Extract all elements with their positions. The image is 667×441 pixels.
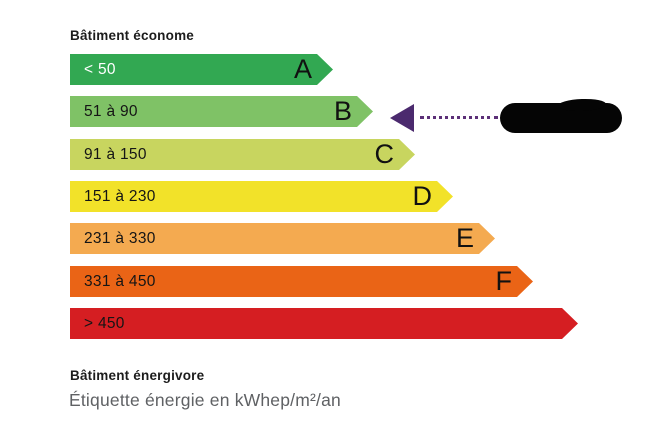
redacted-value-blob <box>500 103 622 133</box>
marker-dotted-line <box>420 116 498 119</box>
energy-class-bar-b: 51 à 90 B <box>70 96 373 127</box>
energy-class-bar-f: 331 à 450 F <box>70 266 533 297</box>
energy-class-bar-d: 151 à 230 D <box>70 181 453 212</box>
selected-class-marker-triangle-icon <box>390 104 414 132</box>
energy-class-letter: D <box>412 180 432 211</box>
energy-class-bar-a: < 50 A <box>70 54 333 85</box>
energy-class-bar-g: > 450 <box>70 308 578 339</box>
energy-range-label: 91 à 150 <box>84 145 147 163</box>
energy-class-letter: E <box>455 222 474 253</box>
energy-range-label: 51 à 90 <box>84 102 138 120</box>
energy-class-letter: C <box>374 138 394 169</box>
energy-range-label: 331 à 450 <box>84 272 156 290</box>
energy-class-letter: F <box>495 265 512 296</box>
energy-range-label: < 50 <box>84 60 116 78</box>
energy-class-bar-e: 231 à 330 E <box>70 223 495 254</box>
energy-class-bar-c: 91 à 150 C <box>70 139 415 170</box>
chart-caption: Étiquette énergie en kWhep/m²/an <box>69 390 341 410</box>
energy-range-label: > 450 <box>84 314 125 332</box>
scale-bottom-label: Bâtiment énergivore <box>70 368 205 383</box>
energy-class-letter: A <box>293 53 312 84</box>
scale-top-label: Bâtiment économe <box>70 28 194 43</box>
energy-range-label: 151 à 230 <box>84 187 156 205</box>
energy-range-label: 231 à 330 <box>84 229 156 247</box>
energy-class-letter: B <box>333 95 352 126</box>
